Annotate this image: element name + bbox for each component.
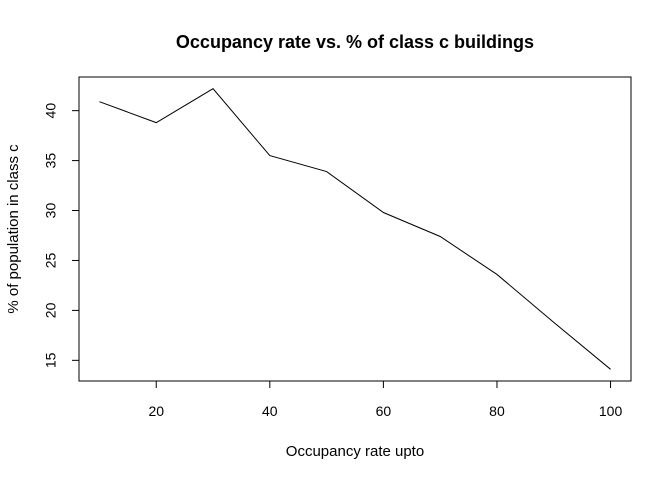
plot-frame xyxy=(78,76,632,382)
y-tick-label: 15 xyxy=(43,352,59,368)
x-axis: 20 40 60 80 100 xyxy=(148,380,623,419)
y-axis-label: % of population in class c xyxy=(5,144,22,314)
x-tick-label: 100 xyxy=(599,403,623,419)
series-line xyxy=(99,88,611,370)
x-tick-label: 60 xyxy=(376,403,392,419)
y-axis: 15 20 25 30 35 40 xyxy=(43,103,80,368)
y-tick-label: 25 xyxy=(43,252,59,268)
x-tick-label: 20 xyxy=(148,403,164,419)
y-tick-label: 20 xyxy=(43,302,59,318)
x-tick-label: 40 xyxy=(262,403,278,419)
y-tick-label: 30 xyxy=(43,203,59,219)
x-axis-label: Occupancy rate upto xyxy=(286,443,424,460)
y-tick-label: 35 xyxy=(43,153,59,169)
y-tick-label: 40 xyxy=(43,103,59,119)
chart-title: Occupancy rate vs. % of class c building… xyxy=(176,32,534,52)
x-tick-label: 80 xyxy=(489,403,505,419)
